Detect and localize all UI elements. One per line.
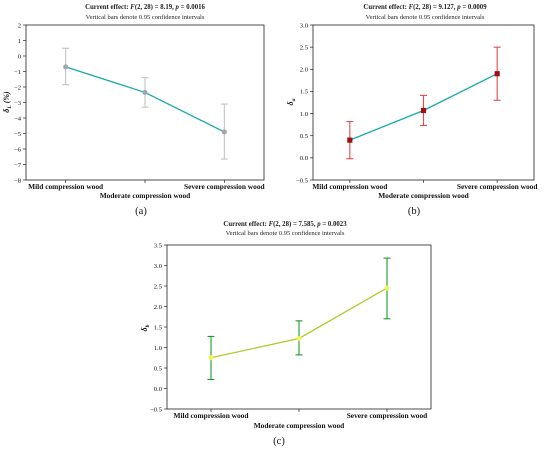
y-tick-label: 3.0 — [154, 263, 163, 270]
y-tick-label: 2.5 — [154, 283, 163, 290]
header-p-symbol: p — [316, 221, 321, 228]
header-prefix: Current effect: — [223, 221, 268, 228]
y-tick-label: −0.5 — [150, 406, 163, 413]
data-point-marker — [208, 355, 214, 361]
y-tick-label: 3.5 — [154, 242, 163, 249]
y-tick-label: 0.0 — [154, 386, 163, 393]
category-label-mild: Mild compression wood — [28, 182, 104, 191]
y-axis-label-symbol: δ — [286, 101, 295, 105]
confidence-interval-note: Vertical bars denote 0.95 confidence int… — [226, 230, 345, 237]
y-axis-label-symbol: δ — [2, 109, 11, 113]
category-label-severe: Severe compression wood — [184, 182, 265, 191]
category-label-mild: Mild compression wood — [312, 182, 388, 191]
chart-panel-2: Current effect: F(2, 28) = 9.127, p = 0.… — [286, 4, 538, 217]
y-tick-label: 1 — [18, 38, 21, 45]
y-tick-label: −7 — [14, 162, 22, 169]
header-f-statistic: (2, 28) = 8.19, — [135, 4, 176, 11]
category-label-mild: Mild compression wood — [173, 411, 249, 420]
current-effect-header: Current effect: F(2, 28) = 9.127, p = 0.… — [363, 4, 487, 11]
data-point-marker — [420, 107, 427, 114]
y-axis-label-subscript: b — [145, 324, 151, 327]
y-tick-label: −6 — [14, 146, 22, 153]
category-label-severe: Severe compression wood — [457, 182, 538, 191]
y-axis-label-unit: (%) — [2, 91, 11, 105]
y-axis-label-symbol: δ — [140, 327, 149, 331]
data-point-marker — [494, 71, 500, 77]
header-prefix: Current effect: — [363, 4, 408, 11]
panel-label: (b) — [408, 206, 421, 217]
header-f-statistic: (2, 28) = 7.585, — [273, 221, 317, 228]
y-axis-label: δL (%) — [2, 91, 13, 113]
y-tick-label: 1.0 — [154, 345, 163, 352]
panel-label: (c) — [273, 436, 285, 447]
chart-panel-3: Current effect: F(2, 28) = 7.585, p = 0.… — [140, 221, 432, 447]
current-effect-header: Current effect: F(2, 28) = 8.19, p = 0.0… — [85, 4, 205, 11]
y-tick-label: 0 — [18, 53, 22, 60]
y-tick-label: 2 — [18, 22, 21, 29]
header-prefix: Current effect: — [85, 4, 130, 11]
y-tick-label: 2.5 — [300, 44, 309, 51]
header-f-symbol: F — [409, 4, 414, 11]
y-tick-label: 0.0 — [300, 155, 309, 162]
y-tick-label: 1.5 — [154, 324, 163, 331]
data-point-marker — [347, 137, 353, 143]
data-point-marker — [142, 89, 148, 95]
header-p-symbol: p — [456, 4, 461, 11]
y-tick-label: −5 — [14, 131, 22, 138]
data-point-marker — [296, 335, 302, 341]
header-p-symbol: p — [175, 4, 180, 11]
y-tick-label: 0.5 — [154, 365, 163, 372]
panel-label: (a) — [135, 206, 147, 217]
category-label-severe: Severe compression wood — [347, 411, 428, 420]
y-tick-label: −3 — [14, 100, 22, 107]
y-tick-label: 3.0 — [300, 22, 309, 29]
header-f-symbol: F — [130, 4, 135, 11]
y-tick-label: −1 — [14, 69, 21, 76]
y-tick-label: 1.5 — [300, 89, 309, 96]
y-axis-label: δb — [140, 324, 151, 331]
header-p-value: = 0.0016 — [179, 4, 206, 11]
header-f-symbol: F — [269, 221, 274, 228]
y-tick-label: 1.0 — [300, 111, 309, 118]
y-tick-label: −0.5 — [296, 177, 309, 184]
header-f-statistic: (2, 28) = 9.127, — [413, 4, 457, 11]
y-tick-label: 0.5 — [300, 133, 309, 140]
confidence-interval-note: Vertical bars denote 0.95 confidence int… — [366, 14, 485, 21]
y-tick-label: −8 — [14, 177, 22, 184]
header-p-value: = 0.0009 — [461, 4, 488, 11]
y-tick-label: −2 — [14, 84, 21, 91]
header-p-value: = 0.0023 — [321, 221, 348, 228]
data-point-marker — [384, 285, 390, 291]
category-label-moderate: Moderate compression wood — [254, 421, 345, 430]
chart-panel-1: Current effect: F(2, 28) = 8.19, p = 0.0… — [2, 4, 266, 217]
data-point-marker — [63, 64, 69, 70]
confidence-interval-note: Vertical bars denote 0.95 confidence int… — [86, 14, 205, 21]
category-label-moderate: Moderate compression wood — [100, 191, 191, 200]
y-tick-label: 2.0 — [154, 304, 163, 311]
y-tick-label: 2.0 — [300, 67, 309, 74]
data-point-marker — [221, 129, 227, 135]
category-label-moderate: Moderate compression wood — [378, 191, 469, 200]
y-axis-label-subscript: L — [7, 105, 13, 110]
current-effect-header: Current effect: F(2, 28) = 7.585, p = 0.… — [223, 221, 347, 228]
y-axis-label: δa — [286, 98, 297, 105]
y-tick-label: −4 — [14, 115, 22, 122]
y-axis-label-subscript: a — [291, 98, 297, 101]
